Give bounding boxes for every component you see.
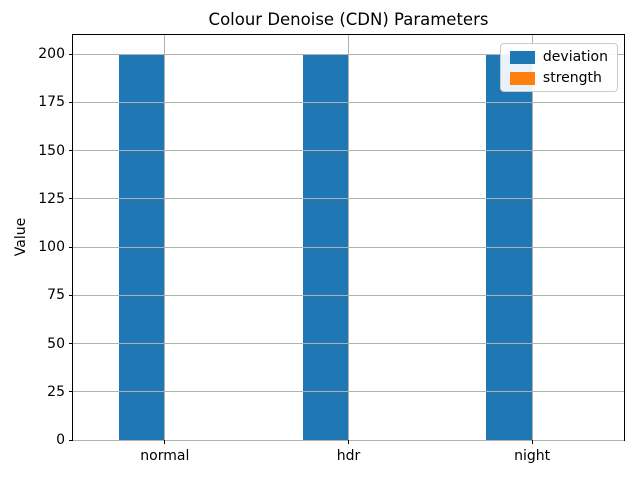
x-tick-label: night [514,448,551,464]
y-tick-label: 150 [38,142,65,159]
y-tick-label: 75 [47,287,65,304]
x-gridline [348,35,349,440]
x-tick-label: hdr [336,448,361,464]
y-tick-mark [69,53,73,55]
x-tick-mark [531,440,533,444]
y-tick-label: 100 [38,239,65,256]
x-tick-mark [164,440,166,444]
y-tick-mark [69,294,73,296]
y-tick-mark [69,439,73,441]
y-tick-label: 0 [56,432,65,448]
y-tick-mark [69,150,73,152]
legend-item-strength: strength [509,70,608,86]
plot-area: deviation strength 0 25 50 75 100 125 150 175 200… [38,34,625,463]
legend-swatch-strength [509,71,535,85]
x-tick-mark [348,440,349,444]
y-tick-mark [69,101,73,103]
x-gridline [531,35,533,440]
y-tick-label: 175 [38,94,65,111]
y-tick-mark [69,246,73,248]
y-tick-mark [69,391,73,393]
y-tick-label: 25 [47,383,65,400]
x-gridline [164,35,166,440]
y-tick-label: 50 [47,335,65,352]
legend-swatch-deviation [509,50,535,64]
legend-label-strength: strength [542,70,602,86]
y-axis-label: Value [13,217,29,257]
y-tick-label: 200 [38,46,65,63]
legend-item-deviation: deviation [509,49,608,65]
legend-label-deviation: deviation [542,49,608,65]
y-tick-label: 125 [38,190,65,207]
legend: deviation strength [499,43,618,92]
y-tick-mark [69,343,73,345]
chart-title: Colour Denoise (CDN) Parameters [208,10,489,29]
y-tick-mark [69,198,73,200]
x-tick-label: normal [140,448,190,464]
